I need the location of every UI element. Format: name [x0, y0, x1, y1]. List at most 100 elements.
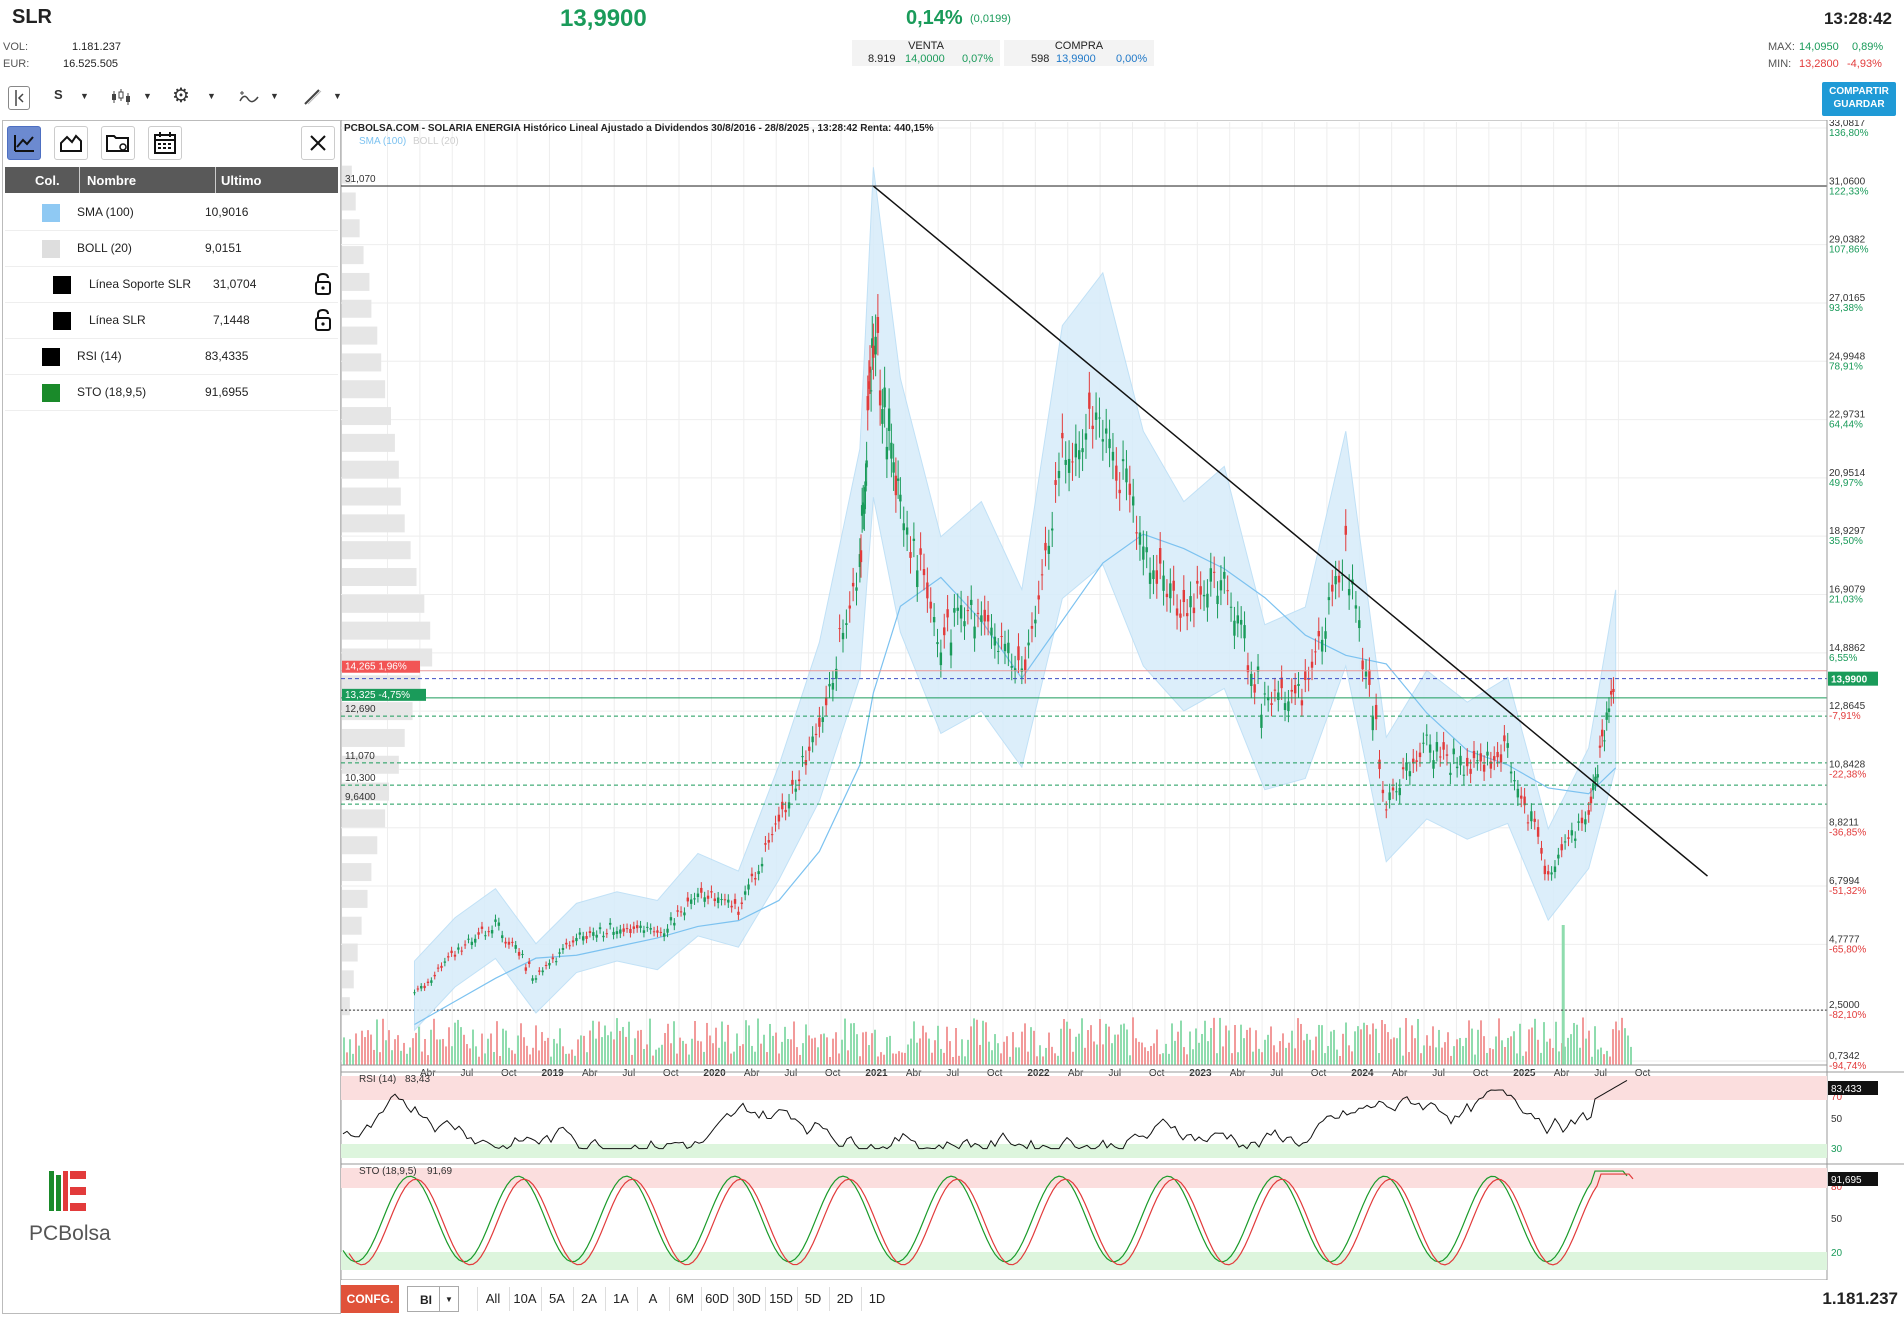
price-candle — [894, 475, 898, 496]
volume-bar — [1480, 1020, 1482, 1065]
timeframe-button[interactable]: 30D — [733, 1287, 764, 1311]
timeframe-button[interactable]: 1D — [861, 1287, 892, 1311]
indicators-icon[interactable] — [238, 87, 260, 109]
volume-bar — [1225, 1025, 1227, 1065]
price-candle — [848, 605, 851, 609]
last-price: 13,9900 — [560, 5, 647, 32]
volume-bar — [484, 1053, 486, 1065]
time-axis-label: Jul — [622, 1068, 635, 1079]
eur-label: EUR: — [3, 58, 30, 70]
timeframe-button[interactable]: 60D — [701, 1287, 732, 1311]
config-button[interactable]: CONFG. — [341, 1285, 399, 1313]
indicator-row[interactable]: Línea SLR 7,1448 — [5, 302, 338, 339]
volume-bar — [376, 1019, 378, 1065]
quote-header: SLR VOL: 1.181.237 EUR: 16.525.505 13,99… — [0, 0, 1904, 78]
price-candle — [997, 650, 1000, 652]
chevron-down-icon[interactable]: ▼ — [333, 91, 342, 101]
indicator-row[interactable]: RSI (14) 83,4335 — [5, 338, 338, 375]
calendar-tab[interactable] — [148, 126, 182, 160]
collapse-panel-button[interactable] — [8, 86, 30, 110]
price-candle — [720, 899, 723, 901]
volume-bar — [706, 1022, 708, 1065]
price-candle — [1462, 774, 1466, 776]
timeframe-button[interactable]: 6M — [669, 1287, 700, 1311]
volume-bar — [889, 1035, 891, 1065]
timeframe-button[interactable]: 5D — [797, 1287, 828, 1311]
volume-bar — [1246, 1029, 1248, 1065]
chevron-down-icon[interactable]: ▼ — [270, 91, 279, 101]
volume-bar — [826, 1037, 828, 1065]
timeframe-button[interactable]: 10A — [509, 1287, 540, 1311]
timeframe-button[interactable]: 5A — [541, 1287, 572, 1311]
timeframe-button[interactable]: A — [637, 1287, 668, 1311]
price-candle — [1327, 597, 1331, 601]
price-candle — [1547, 871, 1550, 875]
chevron-down-icon[interactable]: ▼ — [143, 91, 152, 101]
timeframe-button[interactable]: 2D — [829, 1287, 860, 1311]
indicator-row[interactable]: STO (18,9,5) 91,6955 — [5, 374, 338, 411]
indicator-color-swatch[interactable] — [42, 384, 60, 402]
volume-bar — [922, 1025, 924, 1065]
gear-icon[interactable]: ⚙ — [172, 85, 190, 107]
timeframe-button[interactable]: 15D — [765, 1287, 796, 1311]
indicator-color-swatch[interactable] — [53, 276, 71, 294]
timeframe-button[interactable]: All — [477, 1287, 508, 1311]
close-panel-button[interactable] — [301, 126, 335, 160]
series-dropdown-icon[interactable]: ▼ — [80, 91, 89, 101]
volume-bar — [370, 1034, 372, 1065]
chart-area[interactable]: 14,265 1,96% 13,325 -4,75% 31,070 12,690 11,… — [340, 118, 1904, 1281]
area-chart-tab[interactable] — [54, 126, 88, 160]
volume-bar — [1195, 1028, 1197, 1065]
chart-lines-tab[interactable] — [7, 126, 41, 160]
folder-settings-tab[interactable] — [101, 126, 135, 160]
volume-bar — [1192, 1049, 1194, 1065]
chart-type-select[interactable]: BI ▼ — [407, 1286, 459, 1312]
timeframe-button[interactable]: 2A — [573, 1287, 604, 1311]
volume-bar — [658, 1047, 660, 1065]
volume-bar — [937, 1025, 939, 1065]
indicator-color-swatch[interactable] — [42, 348, 60, 366]
volume-bar — [748, 1025, 750, 1065]
series-selector[interactable]: S — [54, 87, 63, 102]
price-chart[interactable]: 14,265 1,96% 13,325 -4,75% 31,070 12,690 11,… — [340, 118, 1904, 1281]
volume-bar — [1369, 1034, 1371, 1065]
price-axis-pct: 49,97% — [1829, 478, 1863, 489]
volume-bar — [991, 1050, 993, 1065]
volume-bar — [895, 1053, 897, 1065]
level-label-11070: 11,070 — [345, 751, 375, 762]
price-candle — [1223, 571, 1226, 579]
price-candle — [936, 642, 939, 645]
chevron-down-icon[interactable]: ▼ — [207, 91, 216, 101]
volume-bar — [412, 1038, 414, 1065]
timeframe-button[interactable]: 1A — [605, 1287, 636, 1311]
volume-bar — [865, 1031, 867, 1065]
volume-bar — [679, 1037, 681, 1065]
indicator-row[interactable]: SMA (100) 10,9016 — [5, 194, 338, 231]
indicator-color-swatch[interactable] — [53, 312, 71, 330]
price-candle — [1246, 665, 1250, 673]
volume-bar — [1105, 1023, 1107, 1065]
price-candle — [1388, 792, 1391, 801]
candles-icon[interactable] — [110, 87, 132, 109]
price-candle — [1540, 847, 1543, 854]
unlock-icon[interactable] — [313, 308, 333, 335]
price-candle — [578, 932, 582, 935]
indicator-color-swatch[interactable] — [42, 240, 60, 258]
price-candle — [1290, 689, 1293, 692]
share-save-button[interactable]: COMPARTIR GUARDAR — [1822, 82, 1896, 116]
unlock-icon[interactable] — [313, 272, 333, 299]
indicator-row[interactable]: Línea Soporte SLR 31,0704 — [5, 266, 338, 303]
price-candle — [1449, 772, 1452, 775]
buy-pct: 0,00% — [1116, 53, 1148, 65]
volume-bar — [1549, 1038, 1551, 1065]
price-candle — [1020, 668, 1024, 672]
indicator-color-swatch[interactable] — [42, 204, 60, 222]
volume-bar — [1204, 1020, 1206, 1065]
price-candle — [430, 980, 433, 983]
volume-bar — [514, 1053, 516, 1065]
draw-tool-icon[interactable] — [302, 87, 324, 109]
indicator-row[interactable]: BOLL (20) 9,0151 — [5, 230, 338, 267]
price-candle — [943, 627, 946, 636]
volume-bar — [1111, 1043, 1113, 1065]
price-candle — [777, 814, 781, 822]
